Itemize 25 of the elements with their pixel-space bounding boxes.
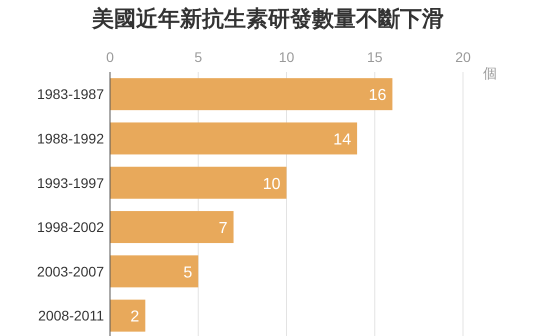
x-tick-label: 5 [194,49,202,65]
x-tick-label: 10 [278,49,294,65]
data-label: 14 [333,131,352,148]
data-label: 7 [218,220,228,238]
bar [110,122,358,154]
data-label: 10 [262,176,281,193]
x-tick-label: 15 [366,49,383,65]
y-tick-label: 1988-1992 [37,130,104,146]
y-tick-label: 1983-1987 [37,86,104,102]
x-tick-label: 0 [106,49,114,65]
bar [110,211,234,244]
x-axis-title: 個 [483,65,497,81]
data-label: 16 [368,87,386,104]
bar [110,78,392,110]
data-label: 5 [183,264,192,282]
bar [110,166,286,199]
y-tick-label: 1993-1997 [37,174,104,191]
bar [110,300,146,332]
chart-title: 美國近年新抗生素研發數量不斷下滑 [91,6,444,31]
x-tick-label: 20 [455,49,471,65]
y-tick-label: 2003-2007 [37,263,104,280]
data-label: 2 [130,308,140,326]
y-tick-label: 1998-2002 [37,219,104,236]
y-tick-label: 2008-2011 [38,308,104,324]
bar [110,255,198,288]
